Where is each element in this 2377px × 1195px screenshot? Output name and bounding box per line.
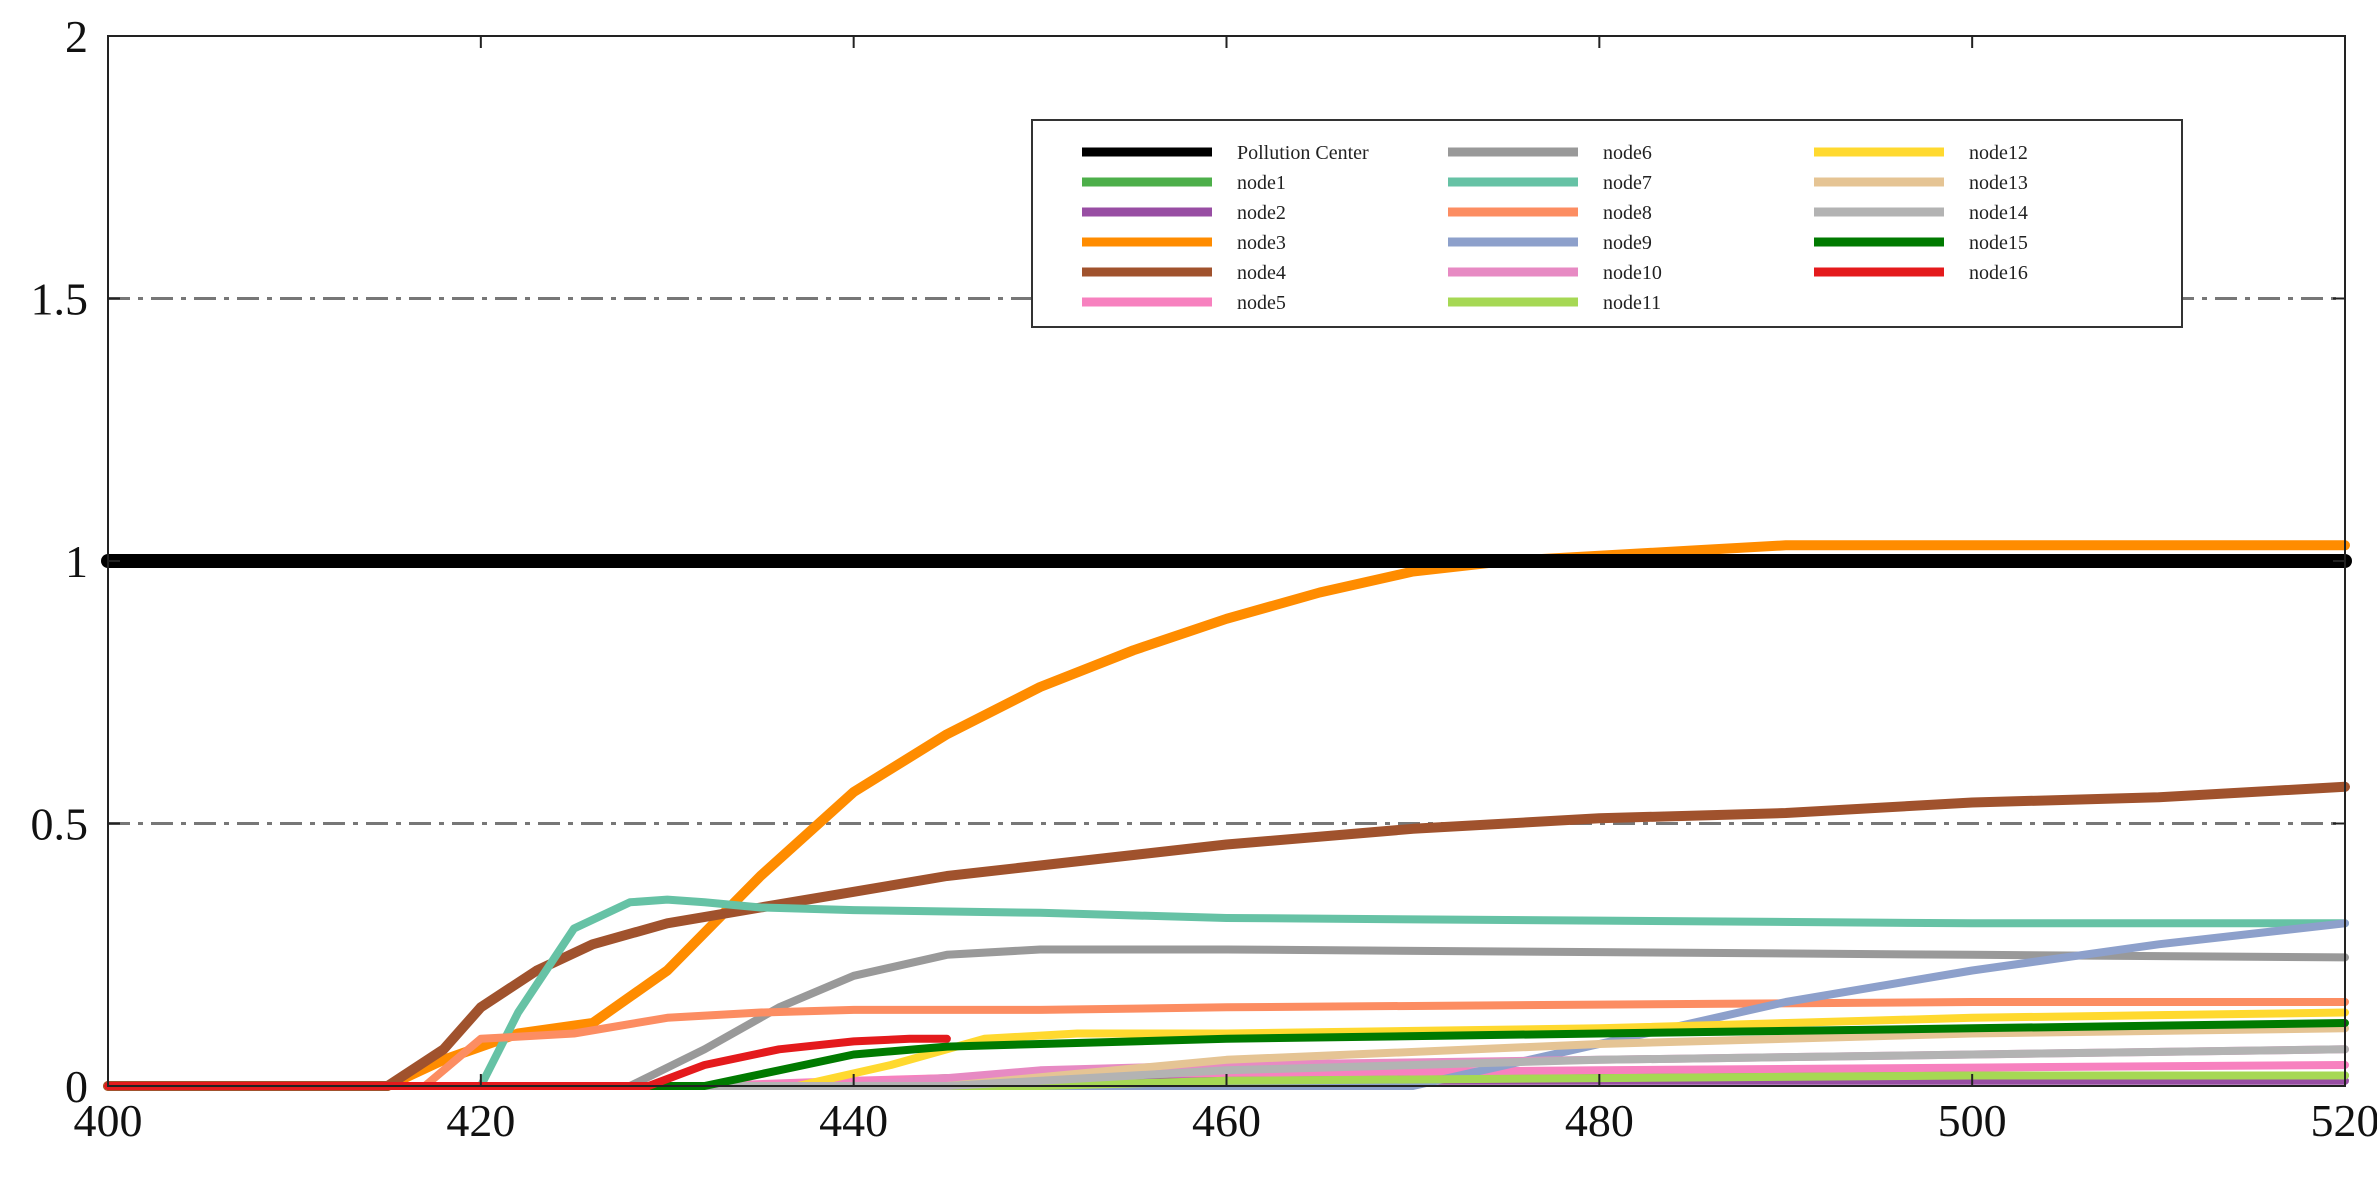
x-tick-label: 400 — [74, 1095, 143, 1146]
x-tick-label: 460 — [1192, 1095, 1261, 1146]
legend-label: Pollution Center — [1237, 142, 1369, 164]
legend-label: node9 — [1603, 232, 1652, 254]
series-line-node6 — [104, 945, 2349, 1090]
x-tick-label: 440 — [819, 1095, 888, 1146]
legend-label: node6 — [1603, 142, 1652, 164]
y-tick-label: 0 — [65, 1061, 88, 1112]
y-tick-label: 0.5 — [31, 799, 89, 850]
legend-label: node15 — [1969, 232, 2028, 254]
series-line-node3 — [103, 540, 2350, 1091]
series-line-node8 — [104, 998, 2349, 1090]
legend-label: node1 — [1237, 172, 1286, 194]
legend-label: node8 — [1603, 202, 1652, 224]
legend-label: node16 — [1969, 262, 2028, 284]
legend-label: node13 — [1969, 172, 2028, 194]
series-line-node15 — [104, 1019, 2349, 1090]
y-tick-label: 2 — [65, 11, 88, 62]
x-tick-label: 480 — [1565, 1095, 1634, 1146]
legend-label: node4 — [1237, 262, 1286, 284]
series-layer — [101, 540, 2352, 1091]
legend-label: node5 — [1237, 292, 1286, 314]
legend-label: node11 — [1603, 292, 1661, 314]
series-line-node7 — [104, 895, 2349, 1090]
x-tick-label: 500 — [1938, 1095, 2007, 1146]
legend-label: node7 — [1603, 172, 1652, 194]
legend-box — [1031, 119, 2183, 328]
legend-label: node3 — [1237, 232, 1286, 254]
series-line-node4 — [103, 781, 2350, 1091]
legend-label: node14 — [1969, 202, 2028, 224]
series-line-node12 — [104, 1008, 2349, 1090]
y-tick-label: 1 — [65, 536, 88, 587]
legend-label: node10 — [1603, 262, 1662, 284]
legend-label: node12 — [1969, 142, 2028, 164]
legend: Pollution Center node1 node2 node3 node4 node… — [1031, 119, 2183, 328]
x-tick-label: 520 — [2311, 1095, 2377, 1146]
y-tick-label: 1.5 — [31, 274, 89, 325]
x-tick-label: 420 — [446, 1095, 515, 1146]
legend-label: node2 — [1237, 202, 1286, 224]
ticks-layer: 400 420 440 460 480 500 520 0 0.5 1 1.5 2 — [31, 11, 2377, 1146]
